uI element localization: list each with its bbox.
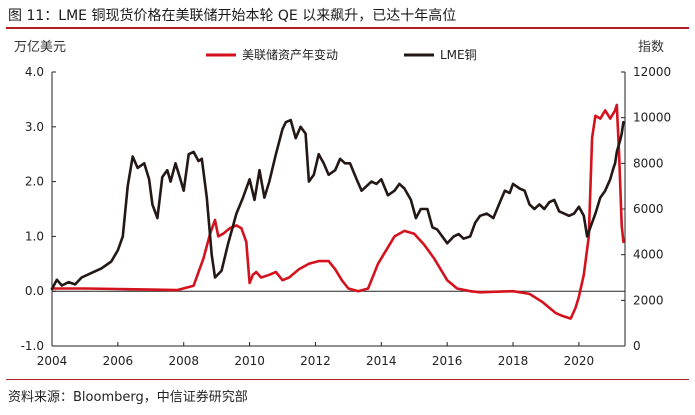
- figure-title: 图 11：LME 铜现货价格在美联储开始本轮 QE 以来飙升，已达十年高位: [8, 8, 457, 24]
- y-right-tick-label: 8000: [633, 156, 664, 170]
- y-axis-right-label: 指数: [638, 40, 665, 55]
- y-right-tick-label: 0: [633, 339, 641, 353]
- y-left-tick-label: 1.0: [25, 229, 44, 243]
- x-tick-label: 2010: [234, 354, 265, 368]
- y-left-tick-label: -1.0: [21, 339, 44, 353]
- y-left-tick-label: 4.0: [25, 65, 44, 79]
- y-right-tick-label: 12000: [633, 65, 671, 79]
- x-tick-label: 2008: [168, 354, 199, 368]
- y-right-tick-label: 4000: [633, 248, 664, 262]
- source-note: 资料来源：Bloomberg，中信证券研究部: [8, 390, 248, 405]
- title-rule: [6, 27, 689, 29]
- x-tick-label: 2004: [37, 354, 68, 368]
- x-axis: 2004 2006 2008 2010 2012 2014 2016 2018 2020: [37, 342, 594, 368]
- series-layer: [50, 103, 625, 320]
- y-left-tick-label: 0.0: [25, 284, 44, 298]
- legend-label: LME铜: [440, 47, 477, 62]
- x-tick-label: 2014: [366, 354, 397, 368]
- series-fed-assets-line: [50, 103, 625, 320]
- source-rule: [6, 379, 689, 380]
- y-axis-right: 12000 10000 8000 6000 4000 2000 0: [621, 65, 671, 353]
- x-tick-label: 2012: [300, 354, 331, 368]
- y-axis-left-label: 万亿美元: [14, 40, 67, 55]
- y-right-tick-label: 6000: [633, 202, 664, 216]
- y-left-tick-label: 3.0: [25, 120, 44, 134]
- series-lme-copper-line: [50, 118, 625, 291]
- y-left-tick-label: 2.0: [25, 175, 44, 189]
- y-right-tick-label: 2000: [633, 293, 664, 307]
- legend-label: 美联储资产年变动: [242, 47, 338, 62]
- y-right-tick-label: 10000: [633, 111, 671, 125]
- x-tick-label: 2020: [564, 354, 595, 368]
- legend: 美联储资产年变动 LME铜: [206, 47, 477, 62]
- plot-frame: [51, 72, 626, 347]
- x-tick-label: 2018: [498, 354, 529, 368]
- x-tick-label: 2016: [432, 354, 463, 368]
- x-tick-label: 2006: [103, 354, 134, 368]
- y-axis-left: 4.0 3.0 2.0 1.0 0.0 -1.0: [21, 65, 56, 353]
